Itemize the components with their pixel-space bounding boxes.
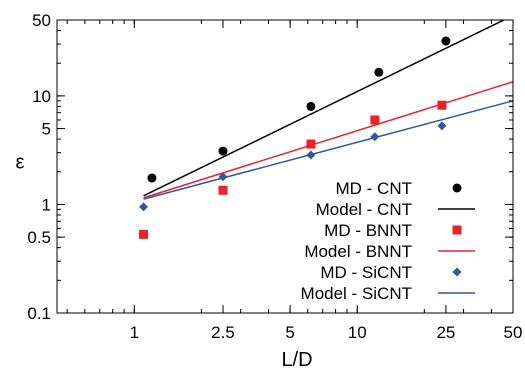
legend-label-md-cnt: MD - CNT	[336, 179, 412, 198]
model-cnt-line	[144, 16, 513, 196]
y-tick-label: 5	[42, 120, 51, 139]
legend-label-md-sicnt: MD - SiCNT	[320, 263, 412, 282]
y-tick-label: 50	[32, 11, 51, 30]
md-cnt-point	[306, 102, 315, 111]
legend: MD - CNT Model - CNT MD - BNNT Model - BNNT…	[301, 179, 475, 303]
x-tick-label: 50	[504, 323, 523, 342]
md-bnnt-point	[370, 115, 379, 124]
md-cnt-point	[147, 174, 156, 183]
x-axis-title: L/D	[281, 349, 312, 371]
legend-swatch-md-sicnt	[453, 268, 462, 277]
model-bnnt-line	[144, 82, 513, 198]
md-bnnt-point	[139, 230, 148, 239]
legend-label-model-cnt: Model - CNT	[316, 200, 412, 219]
x-tick-label: 2.5	[211, 323, 235, 342]
legend-label-model-bnnt: Model - BNNT	[304, 242, 412, 261]
y-tick-label: 1	[42, 195, 51, 214]
md-bnnt-point	[219, 186, 228, 195]
legend-label-model-sicnt: Model - SiCNT	[301, 284, 412, 303]
x-tick-label: 1	[130, 323, 139, 342]
md-cnt-point	[441, 37, 450, 46]
legend-swatch-md-cnt	[453, 184, 462, 193]
md-sicnt-point	[139, 202, 148, 211]
y-tick-label: 0.1	[27, 304, 51, 323]
y-axis-title: ε	[16, 152, 25, 174]
x-tick-label: 5	[285, 323, 294, 342]
x-tick-label: 10	[348, 323, 367, 342]
md-cnt-point	[219, 147, 228, 156]
plot-frame	[57, 20, 513, 313]
y-tick-label: 10	[32, 87, 51, 106]
y-tick-label: 0.5	[27, 228, 51, 247]
legend-label-md-bnnt: MD - BNNT	[324, 221, 412, 240]
md-sicnt-point	[437, 121, 446, 130]
x-tick-label: 25	[436, 323, 455, 342]
md-cnt-point	[374, 68, 383, 77]
legend-swatch-md-bnnt	[453, 226, 462, 235]
